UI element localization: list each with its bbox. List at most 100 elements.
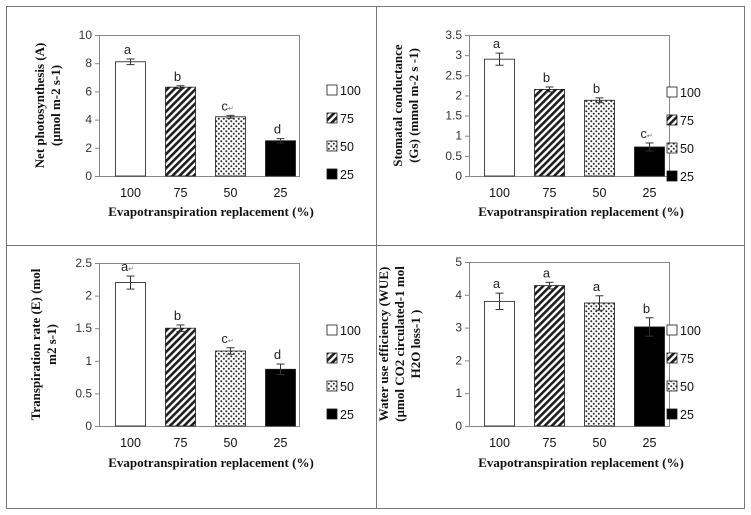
significance-label: b — [174, 69, 181, 84]
bar-25-black — [265, 368, 296, 427]
y-tick-label: 3.5 — [445, 28, 462, 42]
legend-label: 75 — [680, 114, 694, 128]
bar-25-black — [265, 140, 296, 177]
legend-label: 25 — [680, 170, 694, 184]
y-tick-label: 2 — [455, 353, 462, 367]
bar-75-hatched — [534, 285, 565, 427]
y-tick-label: 1.5 — [445, 109, 462, 123]
x-tick-label: 75 — [543, 436, 557, 450]
figure-frame — [6, 6, 745, 509]
y-tick-label: 1 — [455, 386, 462, 400]
y-tick-label: 0 — [85, 169, 92, 183]
bar-75-hatched — [165, 327, 196, 427]
x-tick-label: 50 — [593, 186, 607, 200]
bar-50-dotted — [584, 302, 615, 427]
legend-label: 25 — [340, 408, 354, 422]
y-tick-label: 5 — [455, 255, 462, 269]
x-tick-label: 50 — [224, 186, 238, 200]
legend-label: 75 — [340, 112, 354, 126]
significance-label: c↵ — [221, 98, 233, 113]
y-tick-label: 4 — [455, 288, 462, 302]
significance-label: b — [174, 308, 181, 323]
plot-area — [99, 35, 300, 177]
panel-stomatal-conductance: 0 0.5 1 1.5 2 2.5 3 3.5 a 100 b 75 b 50 c↵ 25 Evapotrans… — [390, 28, 701, 219]
legend-label: 25 — [680, 408, 694, 422]
x-tick-label: 25 — [643, 436, 657, 450]
y-tick-label: 2 — [85, 289, 92, 303]
legend-swatch-dotted — [326, 380, 338, 392]
bar-25-black — [634, 326, 665, 427]
x-tick-label: 75 — [174, 436, 188, 450]
y-tick-label: 0.5 — [445, 149, 462, 163]
significance-label: a↵ — [121, 259, 134, 274]
x-tick-label: 50 — [593, 436, 607, 450]
x-tick-label: 100 — [120, 186, 141, 200]
x-tick-label: 25 — [643, 186, 657, 200]
bar-75-hatched — [165, 86, 196, 177]
panel-transpiration-rate: 0 0.5 1 1.5 2 2.5 a↵ 100 b 75 c↵ 50 d 25 Evapotranspir… — [28, 256, 361, 470]
y-axis-title: Transpiration rate (E) (molm2 s-1) — [28, 268, 59, 420]
significance-label: b — [593, 81, 600, 96]
legend-label: 25 — [340, 168, 354, 182]
bar-100-white — [484, 58, 515, 177]
y-tick-label: 0 — [85, 419, 92, 433]
legend-swatch-black — [666, 408, 678, 420]
y-tick-label: 2.5 — [75, 256, 92, 270]
legend-label: 50 — [680, 380, 694, 394]
y-tick-label: 0 — [455, 169, 462, 183]
y-tick-label: 1.5 — [75, 321, 92, 335]
legend-swatch-white — [326, 84, 338, 96]
significance-label: c↵ — [221, 331, 233, 346]
bar-50-dotted — [215, 116, 246, 177]
legend-swatch-dotted — [666, 380, 678, 392]
bar-100-white — [115, 61, 146, 177]
x-tick-label: 75 — [543, 186, 557, 200]
significance-label: b — [643, 301, 650, 316]
legend-swatch-black — [326, 408, 338, 420]
legend-swatch-hatched — [326, 352, 338, 364]
legend-swatch-white — [666, 324, 678, 336]
significance-label: d — [274, 347, 281, 362]
y-tick-label: 8 — [85, 56, 92, 70]
legend-label: 75 — [680, 352, 694, 366]
y-tick-label: 2 — [455, 88, 462, 102]
plot-area — [469, 35, 670, 177]
significance-label: a — [493, 36, 501, 51]
legend-swatch-hatched — [666, 114, 678, 126]
bar-50-dotted — [215, 350, 246, 427]
legend-swatch-white — [666, 86, 678, 98]
x-axis-title: Evapotranspiration replacement (%) — [478, 455, 684, 470]
legend-swatch-black — [666, 170, 678, 182]
y-tick-label: 0.5 — [75, 386, 92, 400]
legend-swatch-hatched — [326, 112, 338, 124]
bar-50-dotted — [584, 99, 615, 177]
x-axis-title: Evapotranspiration replacement (%) — [108, 204, 314, 219]
y-tick-label: 3 — [455, 48, 462, 62]
y-tick-label: 3 — [455, 321, 462, 335]
significance-label: a — [543, 265, 551, 280]
legend-label: 75 — [340, 352, 354, 366]
y-tick-label: 1 — [85, 354, 92, 368]
x-axis-title: Evapotranspiration replacement (%) — [478, 204, 684, 219]
x-tick-label: 50 — [224, 436, 238, 450]
panel-water-use-efficiency: 0 1 2 3 4 5 a 100 a 75 a 50 b 25 Evapotranspiration re… — [376, 255, 701, 470]
legend-swatch-hatched — [666, 352, 678, 364]
plot-area — [469, 262, 670, 427]
bar-100-white — [484, 300, 515, 427]
y-tick-label: 4 — [85, 113, 92, 127]
y-tick-label: 6 — [85, 84, 92, 98]
significance-label: a — [124, 42, 132, 57]
legend-label: 100 — [680, 324, 701, 338]
x-tick-label: 25 — [274, 186, 288, 200]
legend-label: 100 — [680, 86, 701, 100]
legend-label: 50 — [340, 380, 354, 394]
significance-label: c↵ — [640, 126, 652, 141]
significance-label: b — [543, 70, 550, 85]
legend-label: 50 — [340, 140, 354, 154]
legend-label: 50 — [680, 142, 694, 156]
y-tick-label: 2.5 — [445, 68, 462, 82]
y-tick-label: 2 — [85, 141, 92, 155]
significance-label: a — [593, 279, 601, 294]
y-tick-label: 10 — [79, 28, 93, 42]
x-axis-title: Evapotranspiration replacement (%) — [108, 455, 314, 470]
